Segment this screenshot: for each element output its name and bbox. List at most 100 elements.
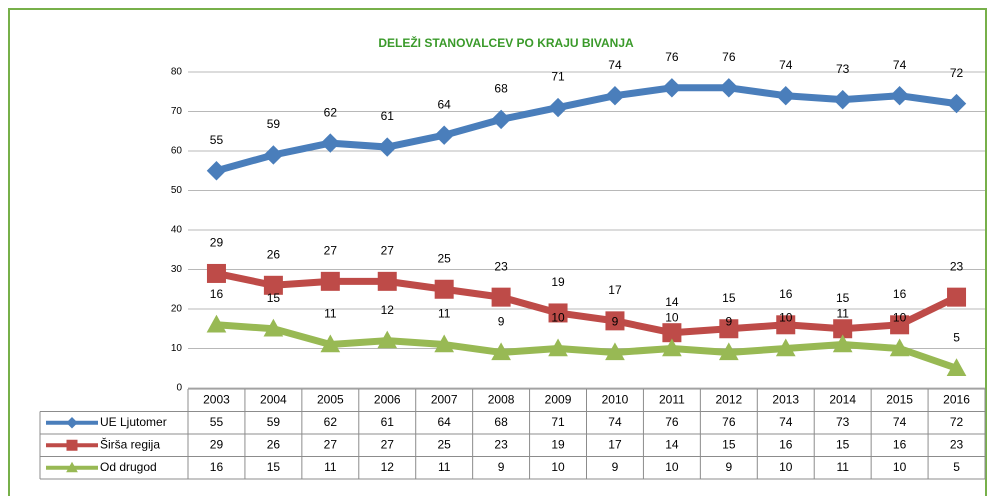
- table-cell: 74: [608, 415, 622, 429]
- data-label: 15: [722, 291, 736, 305]
- marker: [946, 93, 967, 114]
- table-cell: 10: [551, 460, 565, 474]
- marker: [548, 97, 568, 118]
- marker: [662, 78, 682, 98]
- data-label: 9: [498, 315, 505, 329]
- table-cell: 16: [779, 437, 793, 451]
- marker: [776, 85, 796, 106]
- data-label: 61: [381, 109, 395, 123]
- data-label: 26: [267, 247, 281, 261]
- data-label: 73: [836, 62, 850, 76]
- table-cell: 11: [324, 460, 337, 474]
- marker: [890, 315, 910, 335]
- table-cell: 10: [893, 460, 907, 474]
- data-label: 62: [324, 105, 338, 119]
- marker: [206, 314, 227, 333]
- table-cell: 71: [551, 415, 565, 429]
- data-label: 76: [665, 50, 679, 64]
- data-label: 72: [950, 66, 964, 80]
- table-cell: 15: [267, 460, 281, 474]
- table-cell: 27: [381, 437, 395, 451]
- table-cell: 5: [953, 460, 960, 474]
- table-cell: 15: [836, 437, 850, 451]
- marker: [320, 334, 341, 353]
- marker: [719, 319, 739, 339]
- table-cell: 26: [267, 437, 281, 451]
- data-label: 15: [836, 291, 850, 305]
- data-label: 12: [381, 303, 395, 317]
- table-cell: 16: [893, 437, 907, 451]
- marker: [206, 263, 226, 283]
- table-cell: 72: [950, 415, 964, 429]
- data-label: 9: [725, 315, 732, 329]
- series-line: [216, 321, 958, 372]
- data-label: 59: [267, 117, 281, 131]
- table-cell: 17: [608, 437, 622, 451]
- table-cell: 11: [438, 460, 451, 474]
- data-label: 16: [210, 287, 224, 301]
- table-cell: 25: [437, 437, 451, 451]
- legend-label: UE Ljutomer: [100, 415, 167, 429]
- y-tick-label: 80: [171, 67, 183, 78]
- table-cell: 74: [779, 415, 793, 429]
- table-cell: 74: [893, 415, 907, 429]
- table-cell: 61: [381, 415, 395, 429]
- x-tick-label: 2009: [545, 392, 572, 406]
- data-label: 11: [836, 307, 849, 321]
- marker: [605, 85, 625, 106]
- marker: [947, 287, 967, 307]
- y-tick-label: 30: [171, 264, 183, 275]
- marker: [66, 417, 78, 429]
- marker: [548, 338, 568, 357]
- data-label: 71: [551, 70, 565, 84]
- marker: [66, 461, 78, 473]
- data-label: 10: [779, 311, 793, 325]
- data-label: 55: [210, 133, 224, 147]
- data-label: 23: [950, 259, 964, 273]
- data-label: 25: [437, 251, 451, 265]
- marker: [434, 279, 454, 299]
- x-tick-label: 2004: [260, 392, 287, 406]
- legend-label: Širša regija: [100, 436, 160, 451]
- marker: [491, 342, 511, 361]
- data-label: 74: [608, 58, 622, 72]
- marker: [719, 78, 739, 98]
- data-label: 9: [612, 315, 619, 329]
- marker: [263, 275, 283, 295]
- marker: [491, 109, 511, 130]
- x-tick-label: 2008: [488, 392, 515, 406]
- marker: [434, 125, 454, 145]
- x-tick-label: 2013: [772, 392, 799, 406]
- table-cell: 55: [210, 415, 224, 429]
- y-tick-label: 10: [171, 343, 183, 354]
- table-cell: 11: [836, 460, 849, 474]
- data-label: 76: [722, 50, 736, 64]
- chart-border: [8, 8, 987, 496]
- table-cell: 23: [950, 437, 964, 451]
- marker: [377, 330, 398, 349]
- table-cell: 76: [665, 415, 679, 429]
- x-tick-label: 2011: [659, 392, 685, 406]
- x-tick-label: 2016: [943, 392, 970, 406]
- table-cell: 9: [725, 460, 732, 474]
- marker: [320, 271, 340, 291]
- marker: [377, 137, 397, 157]
- marker: [889, 85, 910, 106]
- y-tick-label: 50: [171, 185, 183, 196]
- marker: [832, 334, 853, 353]
- x-tick-label: 2015: [886, 392, 913, 406]
- data-label: 27: [381, 244, 395, 258]
- x-tick-label: 2007: [431, 392, 458, 406]
- marker: [320, 133, 341, 153]
- marker: [775, 338, 796, 357]
- marker: [718, 342, 739, 361]
- table-cell: 23: [494, 437, 508, 451]
- series-line: [215, 84, 958, 175]
- data-label: 64: [437, 97, 451, 111]
- marker: [548, 303, 568, 323]
- y-tick-label: 70: [171, 106, 183, 117]
- table-cell: 76: [722, 415, 736, 429]
- marker: [605, 342, 625, 361]
- marker: [889, 338, 910, 357]
